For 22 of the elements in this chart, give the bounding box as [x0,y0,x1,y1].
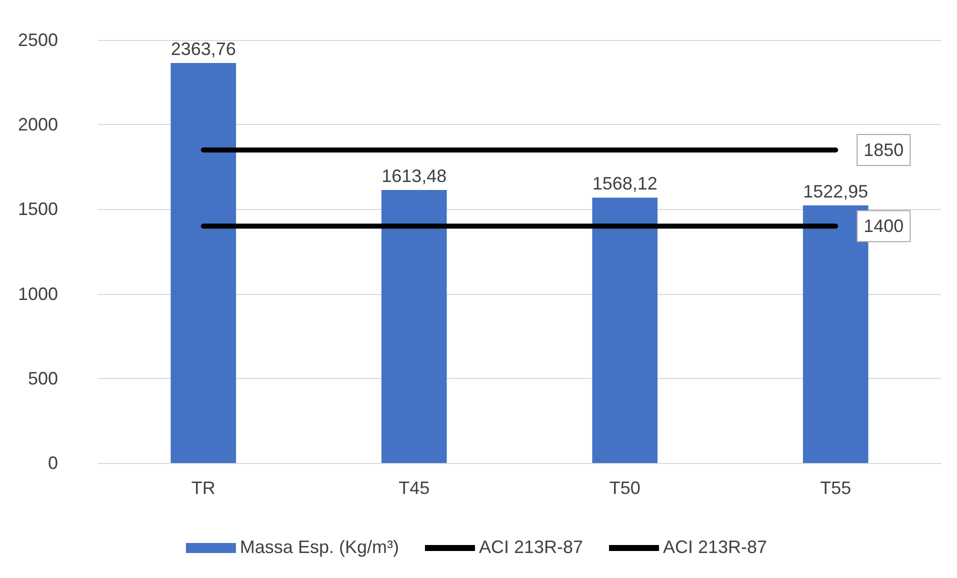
bar [170,63,236,463]
x-tick-label: T55 [820,478,852,498]
bar [381,190,447,463]
x-tick-label: TR [191,478,216,498]
data-label: 1400 [864,216,904,236]
data-label: 1613,48 [382,166,447,186]
legend-label: Massa Esp. (Kg/m³) [240,537,399,557]
data-label: 2363,76 [170,39,236,60]
y-tick-label: 0 [48,453,58,473]
data-label: 1850 [864,140,904,160]
y-tick-label: 1500 [18,199,58,220]
y-tick-label: 2500 [18,30,58,50]
x-tick-label: T50 [609,478,640,498]
y-tick-label: 2000 [18,114,58,135]
data-label: 1522,95 [803,181,868,202]
bar [592,198,658,463]
legend-label: ACI 213R-87 [663,537,768,557]
data-label: 1568,12 [592,174,658,194]
y-tick-label: 1000 [18,284,58,304]
x-tick-label: T45 [398,478,430,498]
legend-label: ACI 213R-87 [478,537,584,557]
y-tick-label: 500 [28,368,58,388]
